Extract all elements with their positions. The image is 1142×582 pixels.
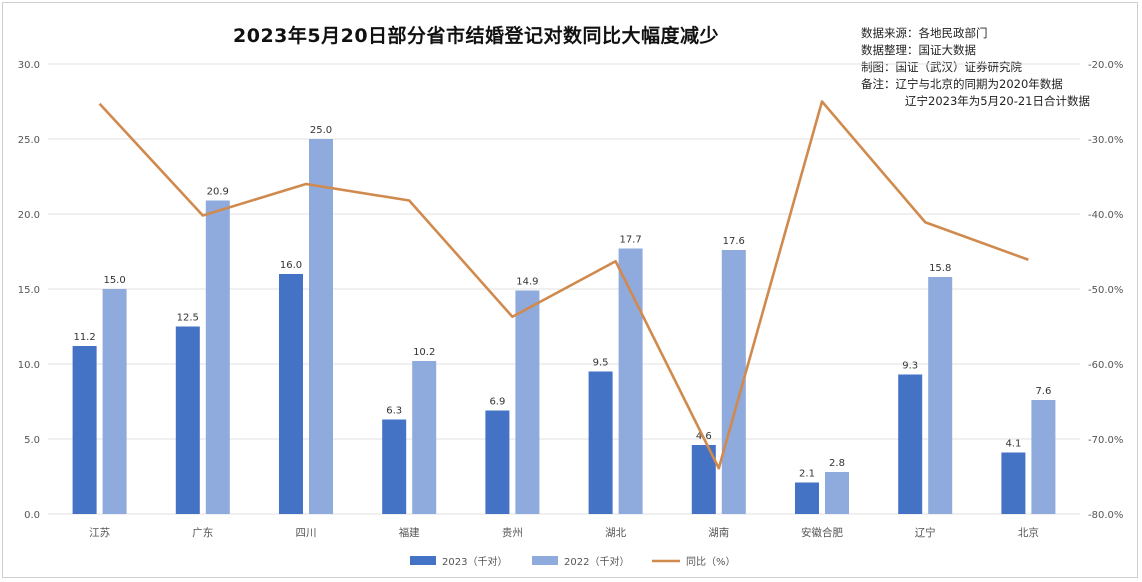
legend-label-2023: 2023（千对） xyxy=(442,555,507,568)
legend-label-yoy: 同比（%） xyxy=(686,556,736,568)
left-axis-tick: 25.0 xyxy=(18,135,40,146)
bar-2023 xyxy=(1001,452,1026,514)
right-axis-tick: -70.0% xyxy=(1088,435,1123,446)
category-label: 北京 xyxy=(1018,526,1039,539)
data-label-2023: 16.0 xyxy=(280,260,302,271)
data-label-2023: 12.5 xyxy=(177,313,199,324)
data-label-2022: 10.2 xyxy=(413,347,435,358)
data-label-2022: 15.8 xyxy=(929,263,951,274)
data-label-2022: 15.0 xyxy=(103,275,125,286)
legend-swatch-2022 xyxy=(532,556,558,565)
data-label-2023: 4.1 xyxy=(1005,439,1021,450)
bar-2023 xyxy=(382,419,407,514)
right-axis-tick: -60.0% xyxy=(1088,360,1123,371)
data-label-2023: 6.3 xyxy=(386,406,402,417)
bar-2022 xyxy=(515,290,540,514)
category-label: 福建 xyxy=(399,526,420,539)
note-compiled: 数据整理：国证大数据 xyxy=(861,43,976,57)
right-axis-tick: -20.0% xyxy=(1088,60,1123,71)
bar-2022 xyxy=(825,472,849,514)
category-label: 四川 xyxy=(296,527,317,539)
legend-label-2022: 2022（千对） xyxy=(564,555,629,568)
category-label: 湖南 xyxy=(708,526,729,539)
bar-2023 xyxy=(72,346,97,514)
data-label-2022: 17.7 xyxy=(619,235,641,246)
bar-2022 xyxy=(309,139,333,514)
yoy-line xyxy=(98,100,1029,470)
category-label: 辽宁 xyxy=(915,526,936,539)
data-label-2022: 25.0 xyxy=(310,125,332,136)
bar-2023 xyxy=(279,274,303,514)
data-label-2023: 2.1 xyxy=(799,469,815,480)
bar-2022 xyxy=(928,277,953,514)
bar-2023 xyxy=(795,482,819,514)
left-axis-tick: 30.0 xyxy=(18,60,40,71)
note-source: 数据来源：各地民政部门 xyxy=(861,26,988,40)
left-axis-tick: 10.0 xyxy=(18,360,40,371)
right-axis-tick: -30.0% xyxy=(1088,135,1123,146)
left-axis-tick: 15.0 xyxy=(18,285,40,296)
bar-2022 xyxy=(1031,400,1056,514)
left-axis-tick: 20.0 xyxy=(18,210,40,221)
data-label-2023: 9.3 xyxy=(902,361,918,372)
data-label-2023: 11.2 xyxy=(73,332,95,343)
data-label-2022: 7.6 xyxy=(1035,386,1051,397)
note-remark-2: 辽宁2023年为5月20-21日合计数据 xyxy=(905,94,1090,108)
data-label-2022: 20.9 xyxy=(207,187,229,198)
chart-title: 2023年5月20日部分省市结婚登记对数同比大幅度减少 xyxy=(233,25,720,47)
category-label: 广东 xyxy=(192,526,213,539)
data-label-2023: 6.9 xyxy=(489,397,505,408)
right-axis-tick: -50.0% xyxy=(1088,285,1123,296)
category-label: 安徽合肥 xyxy=(801,526,843,539)
bar-2022 xyxy=(102,289,127,514)
left-axis-tick: 0.0 xyxy=(24,510,40,521)
bar-2023 xyxy=(485,410,510,514)
right-axis-tick: -40.0% xyxy=(1088,210,1123,221)
category-label: 湖北 xyxy=(605,527,626,539)
bar-2023 xyxy=(175,326,200,514)
category-label: 江苏 xyxy=(89,526,110,539)
left-axis-tick: 5.0 xyxy=(24,435,40,446)
bar-2023 xyxy=(898,374,923,514)
right-axis-tick: -80.0% xyxy=(1088,510,1123,521)
data-label-2023: 9.5 xyxy=(593,358,609,369)
bar-2023 xyxy=(588,371,613,514)
category-label: 贵州 xyxy=(502,526,523,539)
data-label-2022: 17.6 xyxy=(723,236,745,247)
legend-swatch-2023 xyxy=(410,556,436,565)
bar-2022 xyxy=(205,200,230,514)
bar-2022 xyxy=(618,248,643,514)
note-remark-1: 备注：辽宁与北京的同期为2020年数据 xyxy=(861,77,1063,91)
data-label-2022: 14.9 xyxy=(516,277,538,288)
data-label-2022: 2.8 xyxy=(829,458,845,469)
bar-2022 xyxy=(412,361,437,514)
